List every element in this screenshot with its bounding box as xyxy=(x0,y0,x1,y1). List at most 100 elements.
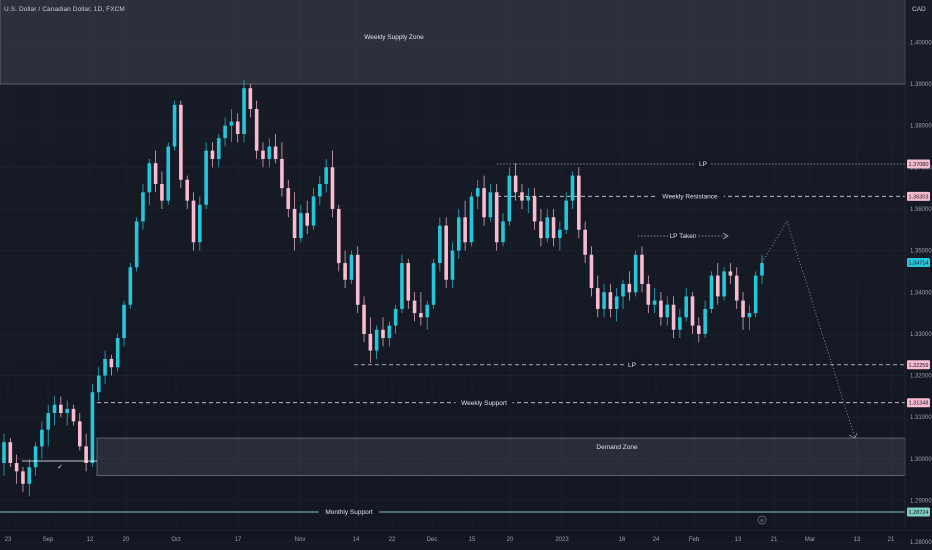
candle-body xyxy=(672,305,676,330)
time-tick-label: Nov xyxy=(295,537,306,543)
candle-body xyxy=(678,317,682,329)
candle-body xyxy=(293,209,297,238)
candle-body xyxy=(34,446,38,467)
candle-body xyxy=(274,146,278,158)
level-price-tag-text: 1.28724 xyxy=(909,510,929,516)
candle-body xyxy=(501,221,505,242)
candle-body xyxy=(647,284,651,305)
candle-body xyxy=(659,301,663,318)
price-tick-label: 1.40000 xyxy=(910,40,932,46)
candle-body xyxy=(242,88,246,134)
time-tick-label: Sep xyxy=(43,537,54,543)
candle-body xyxy=(596,288,600,309)
candle-body xyxy=(722,271,726,296)
level-label: Monthly Support xyxy=(325,509,373,516)
candle-body xyxy=(741,301,745,318)
lp-taken-label: LP Taken xyxy=(670,233,697,240)
candle-body xyxy=(539,221,543,238)
candle-body xyxy=(84,446,88,463)
zone-demand xyxy=(97,438,905,475)
level-label: LP xyxy=(699,161,707,168)
candle-body xyxy=(280,159,284,188)
candle-body xyxy=(236,121,240,133)
candle-body xyxy=(552,217,556,238)
level-price-tag-text: 1.37080 xyxy=(909,162,929,168)
candle-body xyxy=(46,413,50,430)
candle-body xyxy=(59,405,63,413)
level-price-tag-text: 1.32259 xyxy=(909,363,929,369)
candle-body xyxy=(21,471,25,483)
candle-body xyxy=(735,276,739,301)
price-tick-label: 1.30000 xyxy=(910,457,932,463)
candle-body xyxy=(628,284,632,292)
zone-supply xyxy=(0,0,905,84)
candle-body xyxy=(135,221,139,267)
candle-body xyxy=(324,167,328,184)
event-marker-label: ⊕ xyxy=(760,518,764,524)
candle-body xyxy=(160,184,164,201)
candle-body xyxy=(173,105,177,147)
candle-body xyxy=(710,276,714,309)
time-tick-label: Oct xyxy=(171,537,181,543)
time-tick-label: 24 xyxy=(653,537,660,543)
time-tick-label: Dec xyxy=(427,537,438,543)
candle-body xyxy=(754,276,758,313)
candle-body xyxy=(388,326,392,338)
candle-body xyxy=(425,305,429,317)
candle-body xyxy=(375,330,379,351)
candle-body xyxy=(166,146,170,200)
candle-body xyxy=(27,467,31,484)
time-tick-label: 22 xyxy=(389,537,396,543)
candle-body xyxy=(748,313,752,317)
price-tick-label: 1.29000 xyxy=(910,499,932,505)
candle-body xyxy=(72,409,76,421)
candle-body xyxy=(545,217,549,238)
candle-body xyxy=(255,109,259,151)
candle-body xyxy=(268,146,272,158)
candle-body xyxy=(520,192,524,200)
candle-body xyxy=(634,255,638,292)
candle-body xyxy=(91,392,95,463)
candle-body xyxy=(217,138,221,159)
candle-body xyxy=(451,251,455,280)
candle-body xyxy=(489,192,493,217)
supply-zone-label: Weekly Supply Zone xyxy=(364,34,424,41)
price-tick-label: 1.33000 xyxy=(910,332,932,338)
symbol-title: U.S. Dollar / Canadian Dollar, 1D, FXCM xyxy=(4,6,125,13)
candle-body xyxy=(703,309,707,334)
candle-body xyxy=(318,184,322,196)
time-tick-label: 23 xyxy=(5,537,12,543)
candle-body xyxy=(299,213,303,238)
candle-body xyxy=(653,301,657,305)
candle-body xyxy=(65,409,69,413)
candle-body xyxy=(40,430,44,447)
candle-body xyxy=(337,209,341,263)
candle-body xyxy=(147,163,151,192)
candle-body xyxy=(444,226,448,280)
time-tick-label: 14 xyxy=(353,537,360,543)
candle-body xyxy=(154,163,158,184)
candle-body xyxy=(394,309,398,326)
time-tick-label: 20 xyxy=(507,537,514,543)
candle-body xyxy=(2,442,6,463)
candle-body xyxy=(438,226,442,263)
price-tick-label: 1.32000 xyxy=(910,374,932,380)
candle-body xyxy=(609,292,613,309)
candle-body xyxy=(583,230,587,255)
candle-body xyxy=(476,188,480,196)
candle-body xyxy=(141,192,145,221)
level-label: LP xyxy=(628,362,636,369)
price-tick-label: 1.39000 xyxy=(910,82,932,88)
candle-body xyxy=(621,284,625,296)
level-label: Weekly Resistance xyxy=(662,194,718,201)
candle-body xyxy=(185,180,189,201)
level-price-tag-text: 1.36303 xyxy=(909,194,929,200)
candle-body xyxy=(684,296,688,317)
candle-body xyxy=(343,263,347,280)
price-tick-label: 1.31000 xyxy=(910,415,932,421)
demand-zone-label: Demand Zone xyxy=(596,444,638,451)
time-tick-label: 16 xyxy=(619,537,626,543)
candle-body xyxy=(571,176,575,201)
